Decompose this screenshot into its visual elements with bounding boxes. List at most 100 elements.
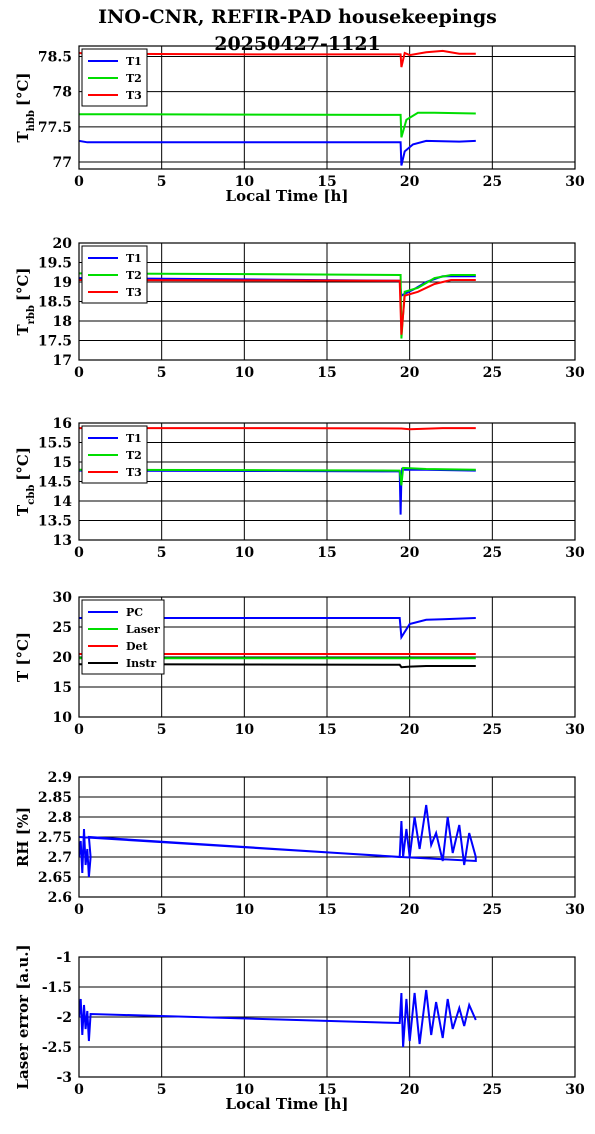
y-tick-label: -1 (56, 950, 72, 966)
legend-label: T3 (126, 89, 142, 102)
x-tick-label: 10 (235, 902, 255, 918)
x-tick-label: 0 (74, 722, 84, 738)
legend-label: T1 (126, 432, 142, 445)
x-tick-label: 5 (157, 902, 167, 918)
legend: PC Laser Det Instr (81, 599, 165, 675)
x-tick-label: 25 (483, 902, 502, 918)
y-tick-label: 2.7 (48, 850, 72, 866)
x-tick-label: 20 (400, 545, 420, 561)
y-tick-label: 13 (53, 533, 72, 549)
plot-frame (78, 596, 576, 718)
x-tick-label: 30 (565, 365, 585, 381)
y-tick-label: 15 (53, 455, 72, 471)
y-axis-label: Tcbb[°C] (14, 447, 37, 516)
y-tick-label: 77.5 (38, 120, 72, 136)
plot-frame (78, 422, 576, 541)
chart-5: 0 5 10 15 20 25 30 2.6 2.65 2.7 2.75 2.8 2.85 2.9 RH [… (14, 770, 585, 918)
chart-6: 0 5 10 15 20 25 30 -3 -2.5 -2 -1.5 -1 Local Time [h]… (14, 944, 585, 1113)
legend: T1 T2 T3 (81, 48, 148, 107)
y-axis-label: T [°C] (14, 632, 32, 682)
x-tick-label: 10 (235, 365, 255, 381)
x-tick-label: 0 (74, 545, 84, 561)
plot-frame (78, 956, 576, 1078)
x-tick-label: 5 (157, 365, 167, 381)
series-line-t3 (79, 49, 476, 68)
y-tick-label: -2 (56, 1010, 72, 1026)
y-tick-label: 25 (53, 620, 72, 636)
page-title: INO-CNR, REFIR-PAD housekeepings (98, 6, 497, 28)
legend-label: Laser (126, 623, 160, 636)
y-tick-label: 17 (53, 353, 72, 369)
x-tick-label: 15 (317, 365, 336, 381)
series-line-t2 (79, 111, 476, 138)
x-axis-label: Local Time [h] (226, 1095, 349, 1113)
x-tick-label: 30 (565, 722, 585, 738)
x-tick-label: 0 (74, 174, 84, 190)
chart-4: 0 5 10 15 20 25 30 10 15 20 25 30 T [°C] PC Laser Det In… (14, 590, 585, 738)
x-tick-label: 30 (565, 902, 585, 918)
y-tick-label: 20 (53, 650, 73, 666)
legend-label: T1 (126, 252, 142, 265)
series-line-t2 (79, 466, 476, 486)
x-tick-label: 30 (565, 1082, 585, 1098)
x-tick-label: 25 (483, 722, 502, 738)
legend-label: Det (126, 640, 149, 653)
y-axis-label-subscript: rbb (26, 305, 37, 324)
y-tick-label: 17.5 (38, 334, 72, 350)
series-line-data (79, 989, 477, 1048)
y-tick-label: 16 (53, 416, 72, 432)
y-tick-label: 19.5 (38, 256, 72, 272)
y-axis-label-unit: [°C] (14, 447, 32, 481)
chart-2: 0 5 10 15 20 25 301717.51818.51919.520Trbb[°C]… (14, 236, 585, 381)
series-line-t2 (79, 272, 476, 339)
y-tick-label: 2.9 (48, 770, 72, 786)
y-tick-label: 10 (53, 710, 73, 726)
y-tick-label: -1.5 (42, 980, 72, 996)
legend: T1 T2 T3 (81, 245, 148, 304)
x-tick-label: 20 (400, 902, 420, 918)
x-tick-label: 15 (317, 902, 336, 918)
y-axis-label-unit: [°C] (14, 72, 32, 106)
x-tick-label: 10 (235, 545, 255, 561)
x-tick-label: 0 (74, 902, 84, 918)
y-tick-label: 2.65 (38, 870, 72, 886)
series-line-data (79, 804, 477, 878)
legend-label: T2 (126, 269, 142, 282)
y-tick-label: 2.6 (48, 890, 72, 906)
plot-frame (78, 776, 576, 898)
x-tick-label: 15 (317, 174, 336, 190)
x-tick-label: 5 (157, 1082, 167, 1098)
x-tick-label: 20 (400, 722, 420, 738)
x-tick-label: 25 (483, 545, 502, 561)
x-tick-label: 15 (317, 545, 336, 561)
y-tick-label: 20 (53, 236, 73, 252)
y-tick-label: 19 (53, 275, 72, 291)
y-tick-label: 15 (53, 680, 72, 696)
x-tick-label: 10 (235, 722, 255, 738)
x-tick-label: 0 (74, 365, 84, 381)
x-tick-label: 15 (317, 722, 336, 738)
y-tick-label: 2.85 (38, 790, 72, 806)
x-tick-label: 25 (483, 365, 502, 381)
legend-label: T3 (126, 466, 142, 479)
y-tick-label: 13.5 (38, 514, 72, 530)
x-tick-label: 0 (74, 1082, 84, 1098)
y-tick-label: -2.5 (42, 1040, 72, 1056)
page-subtitle: 20250427-1121 (214, 33, 381, 55)
y-axis-label-unit: [°C] (14, 267, 32, 301)
legend-label: T2 (126, 72, 142, 85)
y-axis-label: Trbb[°C] (14, 267, 37, 335)
y-tick-label: 77 (53, 155, 72, 171)
plot-frame (78, 45, 576, 170)
series-line-t1 (79, 139, 476, 166)
x-tick-label: 30 (565, 174, 585, 190)
y-axis-label: Laser error [a.u.] (14, 944, 32, 1089)
legend-label: T1 (126, 55, 142, 68)
x-axis-label: Local Time [h] (226, 187, 349, 205)
x-tick-label: 20 (400, 174, 420, 190)
legend-label: T2 (126, 449, 142, 462)
y-tick-label: 30 (53, 590, 73, 606)
chart-3: 0 5 10 15 20 25 301313.51414.51515.516Tcbb[°C]… (14, 416, 585, 561)
